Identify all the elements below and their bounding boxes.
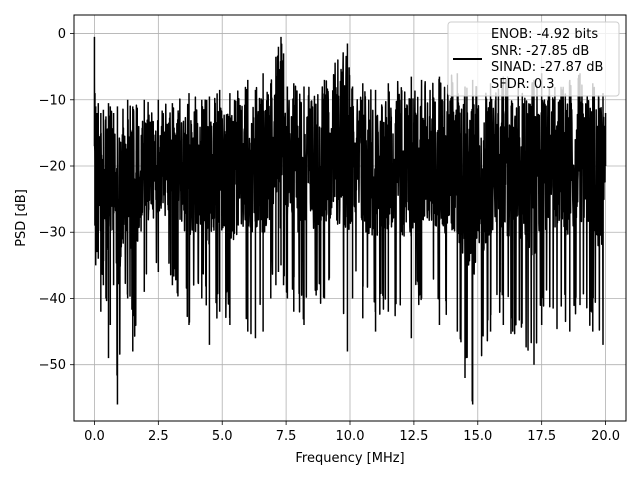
y-tick-label: −10 [39, 93, 66, 108]
x-axis-label: Frequency [MHz] [295, 451, 404, 466]
x-tick-label: 0.0 [84, 429, 105, 444]
legend-entry-sfdr: SFDR: 0.3 [491, 77, 555, 92]
psd-series [93, 36, 607, 405]
y-tick-label: −50 [39, 358, 66, 373]
x-tick-label: 7.5 [276, 429, 297, 444]
legend: ENOB: -4.92 bits SNR: -27.85 dB SINAD: -… [447, 21, 620, 97]
x-tick-label: 12.5 [399, 429, 428, 444]
axis-ticks: 0.0 2.5 5.0 7.5 10.0 12.5 15.0 17.5 20.0 0 −10 −20 −… [39, 27, 620, 444]
legend-entry-sinad: SINAD: -27.87 dB [491, 60, 603, 75]
legend-entry-snr: SNR: -27.85 dB [491, 44, 589, 59]
x-tick-label: 20.0 [591, 429, 620, 444]
x-tick-label: 10.0 [336, 429, 365, 444]
legend-entry-enob: ENOB: -4.92 bits [491, 27, 598, 42]
y-tick-label: −30 [39, 226, 66, 241]
y-tick-label: −20 [39, 160, 66, 175]
y-axis-label: PSD [dB] [14, 189, 29, 247]
x-tick-label: 15.0 [463, 429, 492, 444]
legend-box [447, 21, 620, 97]
y-tick-label: −40 [39, 292, 66, 307]
psd-trace [93, 36, 607, 405]
x-tick-label: 5.0 [212, 429, 233, 444]
x-tick-label: 17.5 [527, 429, 556, 444]
x-tick-label: 2.5 [148, 429, 169, 444]
y-tick-label: 0 [58, 27, 66, 42]
